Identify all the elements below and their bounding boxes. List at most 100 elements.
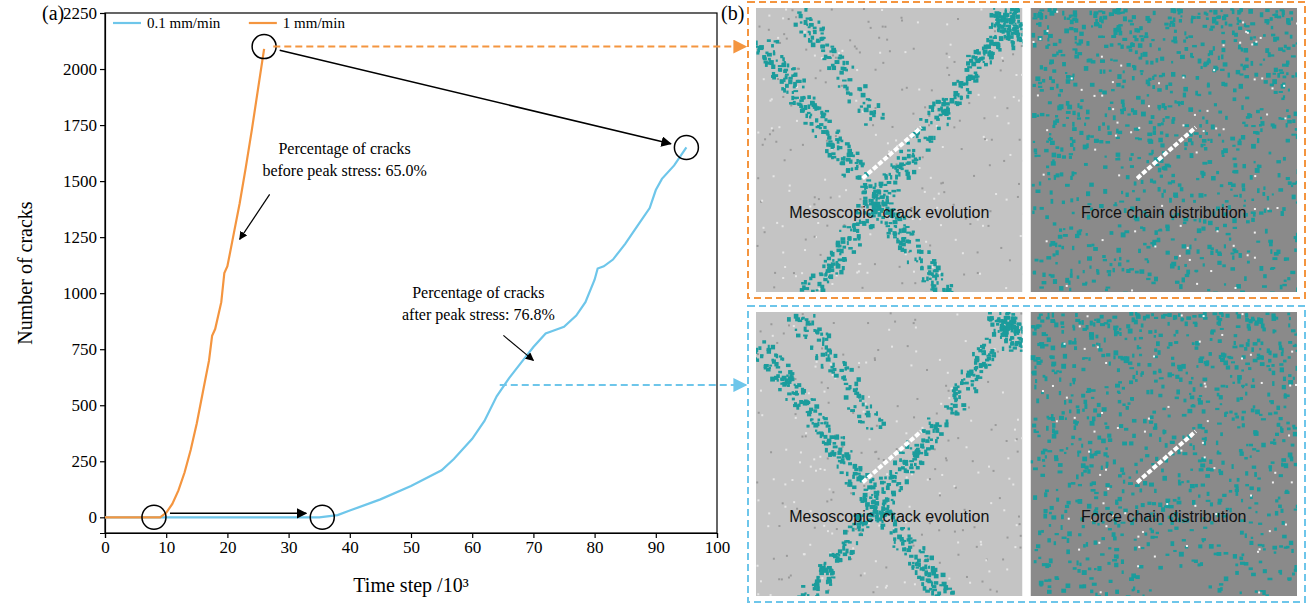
crack-particle — [847, 236, 851, 240]
force-chain-particle — [1244, 65, 1249, 68]
force-chain-particle — [1241, 135, 1245, 140]
force-chain-particle — [1117, 74, 1121, 79]
force-chain-particle — [1194, 132, 1199, 135]
particle-speck — [774, 272, 776, 274]
force-chain-particle — [1151, 39, 1154, 41]
crack-particle — [756, 46, 758, 48]
force-chain-particle — [1239, 8, 1241, 13]
force-chain-particle — [1108, 131, 1112, 135]
crack-particle — [867, 104, 871, 107]
force-chain-particle — [1141, 38, 1145, 41]
force-chain-particle — [1296, 201, 1297, 203]
force-chain-particle — [1158, 105, 1160, 110]
crack-particle — [877, 189, 881, 194]
force-chain-particle — [1038, 36, 1043, 41]
crack-particle — [885, 176, 888, 180]
crack-particle — [842, 80, 847, 82]
particle-speck — [904, 51, 906, 53]
force-chain-particle — [1213, 292, 1218, 293]
force-chain-particle — [1217, 192, 1220, 194]
force-chain-particle — [1124, 230, 1129, 233]
crack-particle — [874, 193, 878, 198]
force-chain-particle — [1281, 211, 1284, 216]
force-chain-particle — [1203, 263, 1205, 266]
force-chain-particle — [1138, 249, 1141, 253]
force-chain-particle — [1295, 128, 1297, 131]
force-chain-particle — [1230, 267, 1235, 270]
force-chain-particle — [1277, 73, 1280, 78]
force-chain-particle — [1291, 134, 1295, 136]
crack-particle — [810, 122, 814, 126]
crack-particle — [822, 264, 825, 268]
force-chain-particle — [1118, 43, 1121, 45]
crack-particle — [1011, 40, 1014, 43]
force-chain-particle — [1163, 189, 1166, 192]
crack-particle — [820, 32, 823, 34]
force-chain-particle — [1214, 103, 1217, 106]
force-chain-particle — [1267, 210, 1271, 213]
force-chain-particle — [1286, 19, 1290, 24]
force-chain-particle — [1206, 13, 1209, 16]
force-chain-particle — [1102, 122, 1105, 125]
force-chain-particle — [1230, 8, 1233, 10]
force-chain-particle — [1260, 121, 1264, 126]
force-chain-particle — [1272, 79, 1277, 84]
crack-particle — [875, 194, 879, 197]
particle-speck — [948, 74, 950, 76]
crack-particle — [952, 82, 957, 86]
crack-particle — [927, 250, 930, 254]
force-chain-particle — [1102, 255, 1106, 258]
force-chain-particle — [1251, 125, 1255, 127]
force-chain-particle — [1244, 48, 1249, 53]
force-chain-particle — [1271, 26, 1273, 29]
crack-particle — [1014, 23, 1016, 25]
force-chain-particle — [1213, 10, 1217, 15]
force-chain-particle — [1222, 264, 1226, 267]
force-chain-particle — [1147, 139, 1152, 143]
force-chain-particle — [1274, 91, 1278, 94]
crack-particle — [836, 77, 839, 80]
crack-particle — [866, 186, 868, 189]
force-chain-particle — [1070, 143, 1073, 147]
crack-particle — [858, 243, 862, 246]
force-chain-particle — [1211, 176, 1216, 180]
particle-speck — [817, 222, 819, 224]
force-chain-particle — [1177, 51, 1181, 54]
force-chain-particle — [1165, 85, 1168, 90]
crack-particle — [933, 270, 936, 273]
crack-particle — [825, 149, 829, 153]
force-chain-particle — [1143, 227, 1146, 231]
force-chain-particle — [1163, 38, 1166, 41]
force-chain-particle — [1126, 46, 1129, 49]
force-chain-particle — [1062, 201, 1065, 205]
force-chain-particle — [1259, 211, 1263, 214]
force-chain-particle — [1162, 118, 1164, 122]
force-chain-particle — [1053, 279, 1057, 284]
force-chain-particle — [1270, 292, 1275, 293]
force-chain-particle — [1125, 124, 1129, 126]
force-chain-particle — [1076, 197, 1078, 201]
particle-speck — [1019, 139, 1021, 141]
crack-particle — [879, 184, 882, 188]
crack-particle — [859, 88, 862, 92]
particle-speck — [954, 61, 956, 63]
x-tick-label: 60 — [464, 538, 481, 557]
force-chain-particle — [1236, 70, 1240, 74]
force-chain-particle — [1126, 260, 1129, 263]
force-chain-particle — [1107, 125, 1110, 129]
crack-particle — [826, 56, 831, 59]
crack-particle — [885, 221, 888, 224]
force-chain-particle — [1118, 131, 1122, 134]
particle-speck — [1001, 57, 1003, 59]
crack-particle — [883, 190, 888, 192]
force-chain-particle — [1070, 176, 1073, 180]
particle-speck — [914, 282, 916, 284]
crack-particle — [780, 79, 784, 84]
crack-particle — [941, 273, 944, 277]
particle-speck — [929, 244, 931, 246]
force-chain-particle — [1085, 117, 1089, 119]
force-chain-particle — [1146, 80, 1150, 85]
crack-particle — [802, 285, 806, 290]
y-tick-label: 250 — [72, 452, 98, 471]
force-chain-particle — [1050, 11, 1055, 16]
